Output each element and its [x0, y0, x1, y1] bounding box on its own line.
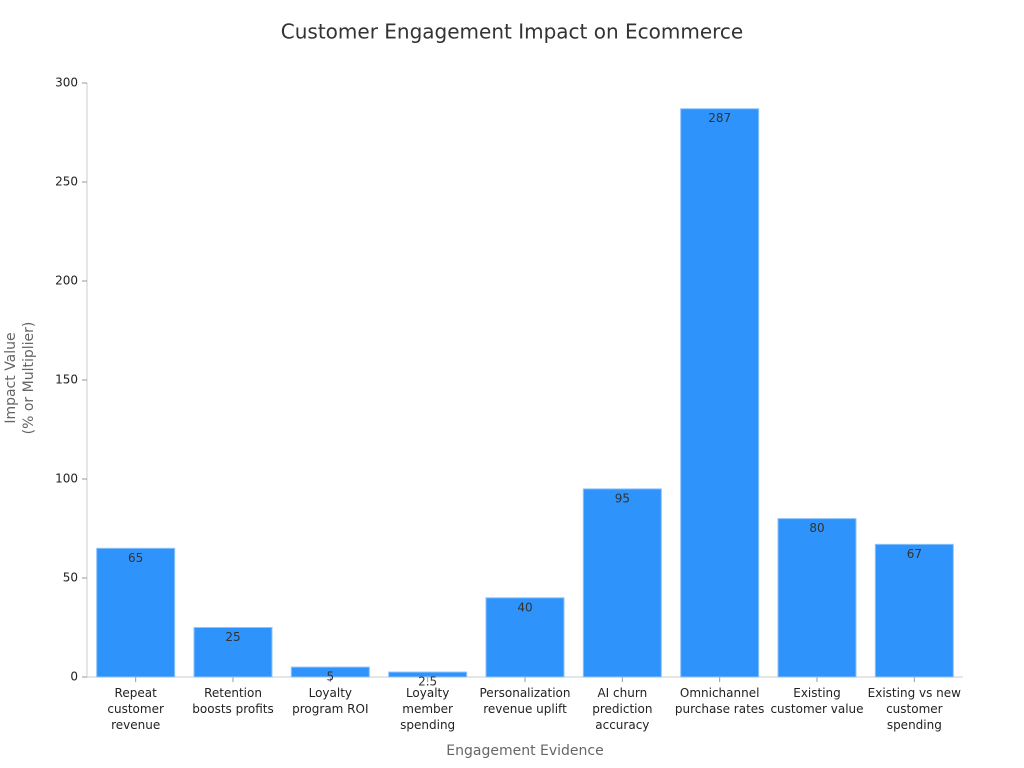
y-tick-label: 100 — [55, 472, 78, 486]
bar — [777, 518, 857, 678]
value-label: 80 — [809, 521, 824, 535]
x-tick-label: Repeat customer revenue — [107, 686, 164, 732]
value-label: 95 — [615, 491, 630, 505]
value-label: 5 — [327, 670, 335, 684]
x-tick-label: Retention boosts profits — [192, 686, 274, 716]
x-tick-label: Existing vs new customer spending — [867, 686, 961, 732]
bar — [582, 488, 662, 678]
x-tick-label: Personalization revenue uplift — [479, 686, 571, 716]
y-tick-label: 150 — [55, 373, 78, 387]
bar — [388, 671, 468, 678]
x-axis-title: Engagement Evidence — [446, 743, 603, 759]
bar — [193, 627, 273, 678]
value-label: 65 — [128, 551, 143, 565]
x-tick-label: AI churn prediction accuracy — [592, 686, 653, 732]
bar — [290, 666, 370, 678]
value-label: 25 — [225, 630, 240, 644]
value-label: 67 — [907, 547, 922, 561]
x-tick-label: Omnichannel purchase rates — [674, 686, 765, 716]
y-tick-label: 0 — [70, 670, 78, 684]
x-tick-label: Loyalty member spending — [400, 686, 456, 732]
value-label: 40 — [517, 600, 532, 614]
bar — [485, 597, 565, 678]
bar — [874, 543, 954, 678]
y-axis-title: Impact Value (% or Multiplier) — [3, 321, 37, 435]
value-label: 287 — [708, 111, 731, 125]
value-label: 2.5 — [418, 675, 437, 689]
y-tick-label: 250 — [55, 175, 78, 189]
x-tick-label: Existing customer value — [770, 686, 864, 716]
y-tick-label: 50 — [63, 571, 78, 585]
y-tick-label: 300 — [55, 76, 78, 90]
bar — [96, 547, 176, 678]
bar — [680, 108, 760, 678]
chart-title: Customer Engagement Impact on Ecommerce — [281, 20, 743, 44]
y-tick-label: 200 — [55, 274, 78, 288]
x-tick-label: Loyalty program ROI — [292, 686, 369, 716]
